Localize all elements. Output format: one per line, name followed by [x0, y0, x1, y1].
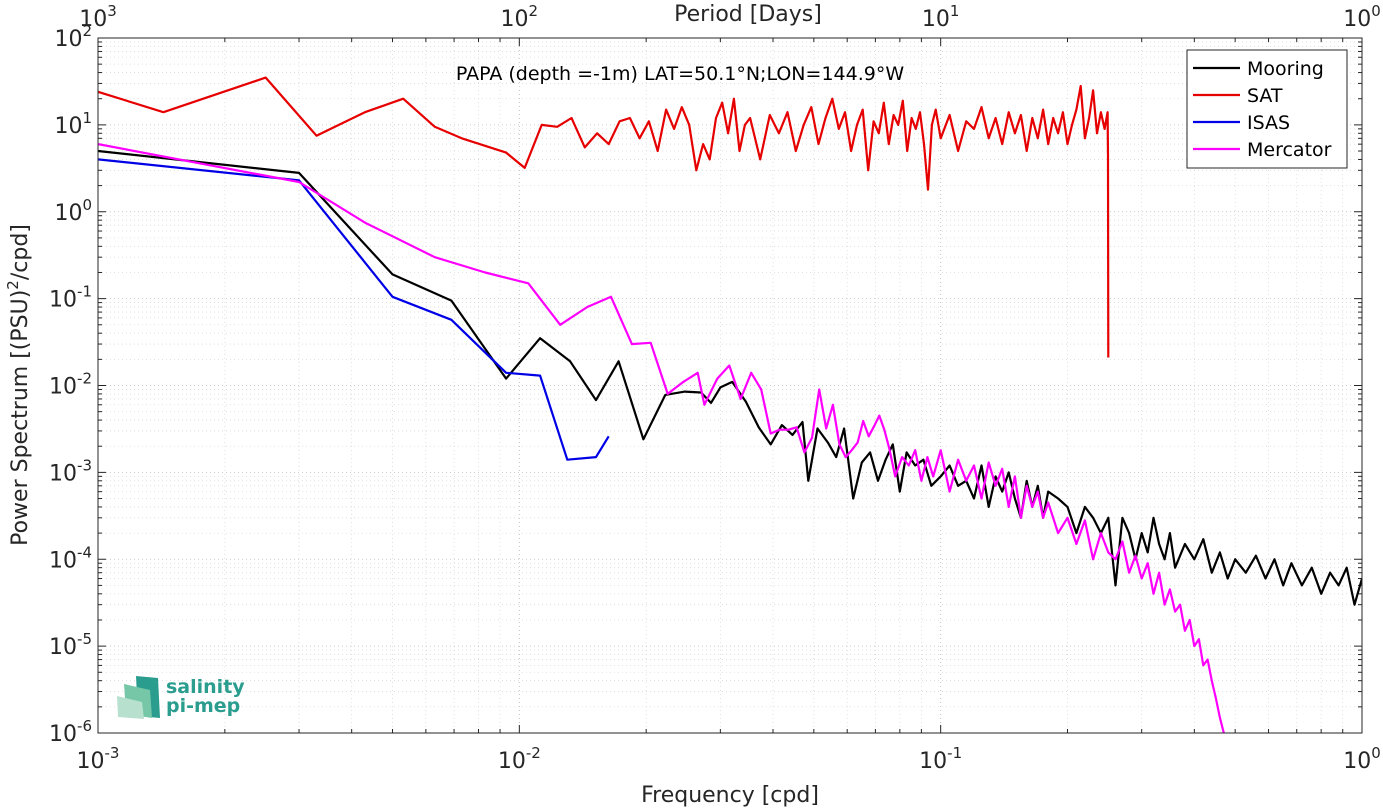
x2-tick-label: 103 [79, 2, 117, 32]
y-tick-label: 10-5 [49, 630, 92, 660]
y-tick-label-exponent: -6 [77, 717, 92, 735]
legend-label-sat: SAT [1247, 85, 1283, 107]
y-tick-label: 101 [54, 109, 92, 139]
y-tick-label-base: 10 [49, 635, 77, 660]
x2-tick-label-exponent: 1 [950, 2, 960, 20]
x2-tick-label-base: 10 [501, 7, 529, 32]
x-tick-label: 10-1 [919, 744, 962, 774]
y-tick-label: 10-3 [49, 456, 92, 486]
series-line-isas [98, 158, 610, 461]
series-line-mercator [98, 143, 1225, 733]
y-tick-label-exponent: 0 [82, 196, 92, 214]
x2-tick-label-exponent: 0 [1371, 2, 1381, 20]
y-tick-label-exponent: -3 [77, 456, 92, 474]
y-axis-label-suffix: /cpd] [8, 224, 33, 280]
series-line-sat [98, 76, 1110, 358]
salinity-pi-mep-logo: salinity pi-mep [117, 676, 245, 719]
y-tick-label-exponent: -4 [77, 543, 92, 561]
x2-tick-label: 102 [501, 2, 539, 32]
y-tick-label-exponent: -2 [77, 370, 92, 388]
chart-title: PAPA (depth =-1m) LAT=50.1°N;LON=144.9°W [456, 63, 904, 85]
x-tick-label-exponent: -2 [526, 744, 541, 762]
x2-axis-label: Period [Days] [674, 2, 822, 27]
y-axis-label-main: Power Spectrum [(PSU) [8, 290, 33, 546]
legend-label-mercator: Mercator [1247, 139, 1332, 161]
logo-text-salinity: salinity [166, 676, 245, 698]
legend: Mooring SAT ISAS Mercator [1186, 49, 1348, 169]
y-tick-label: 10-4 [49, 543, 92, 573]
y-tick-label: 10-1 [49, 283, 92, 313]
x2-tick-label: 101 [922, 2, 960, 32]
y-tick-label-base: 10 [49, 548, 77, 573]
y-tick-label-base: 10 [49, 722, 77, 747]
y-tick-label-base: 10 [54, 114, 82, 139]
x2-tick-label-exponent: 3 [107, 2, 117, 20]
x-tick-label-base: 10 [77, 749, 105, 774]
y-tick-label: 10-6 [49, 717, 92, 747]
x2-tick-label-base: 10 [79, 7, 107, 32]
x-tick-label-exponent: -3 [105, 744, 120, 762]
x2-tick-label-exponent: 2 [529, 2, 539, 20]
series-group [98, 76, 1362, 733]
legend-label-mooring: Mooring [1247, 58, 1324, 80]
y-tick-label-base: 10 [49, 375, 77, 400]
plot-frame [97, 37, 1363, 734]
y-axis-label-sup: 2 [4, 280, 22, 290]
y-tick-label-exponent: 2 [82, 22, 92, 40]
x-tick-label: 10-3 [77, 744, 120, 774]
x2-tick-label: 100 [1343, 2, 1381, 32]
y-tick-label: 102 [54, 22, 92, 52]
x-tick-label-exponent: 0 [1371, 744, 1381, 762]
x-tick-label-exponent: -1 [947, 744, 962, 762]
x-axis-label: Frequency [cpd] [641, 783, 819, 808]
y-tick-label-exponent: -5 [77, 630, 92, 648]
x2-tick-label-base: 10 [922, 7, 950, 32]
x-tick-label-base: 10 [498, 749, 526, 774]
x2-tick-label-base: 10 [1343, 7, 1371, 32]
legend-label-isas: ISAS [1247, 112, 1290, 134]
y-tick-label-base: 10 [49, 288, 77, 313]
logo-mark-front [117, 696, 144, 719]
x-tick-label-base: 10 [919, 749, 947, 774]
logo-text-pi-mep: pi-mep [166, 695, 240, 717]
x-tick-label: 10-2 [498, 744, 541, 774]
y-tick-label-base: 10 [49, 461, 77, 486]
x-tick-label-base: 10 [1343, 749, 1371, 774]
y-tick-label: 10-2 [49, 370, 92, 400]
y-tick-label: 100 [54, 196, 92, 226]
x-tick-label: 100 [1343, 744, 1381, 774]
y-tick-label-exponent: -1 [77, 283, 92, 301]
y-tick-label-base: 10 [54, 27, 82, 52]
y-axis-label: Power Spectrum [(PSU)2/cpd] [4, 224, 33, 546]
y-tick-label-exponent: 1 [82, 109, 92, 127]
y-tick-label-base: 10 [54, 201, 82, 226]
